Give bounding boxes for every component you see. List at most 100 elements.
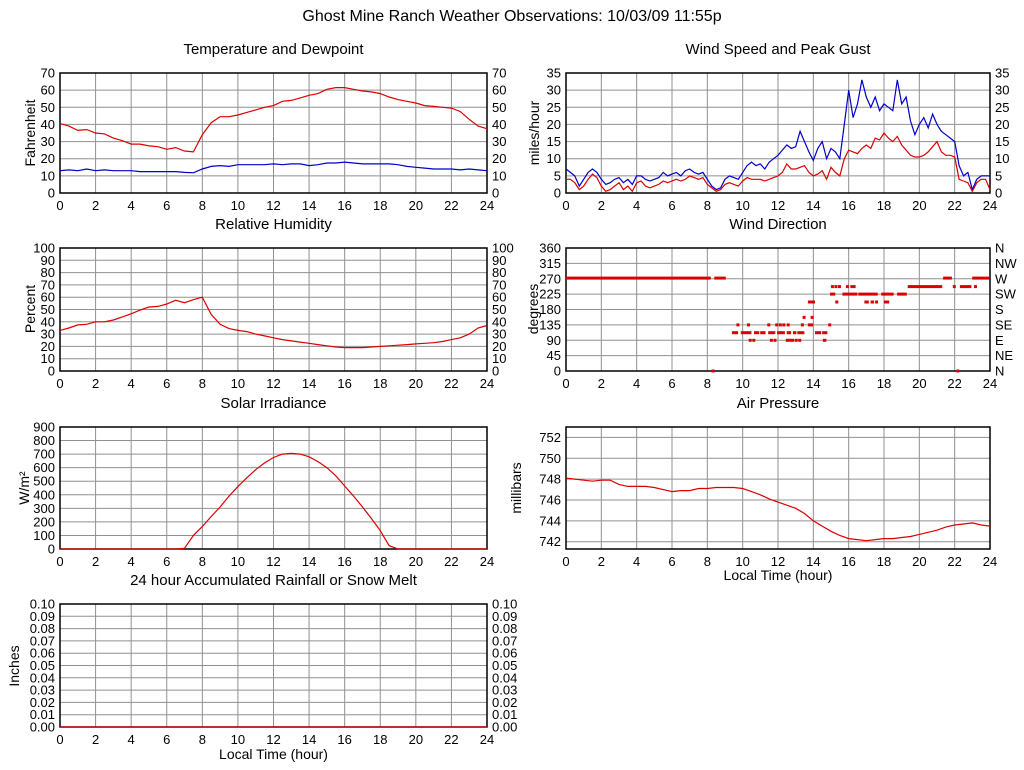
- x-tick-label: 10: [231, 376, 245, 391]
- wind-direction-marker: [830, 292, 836, 296]
- x-tick-label: 2: [92, 376, 99, 391]
- y-tick-label-right: 0: [492, 364, 499, 379]
- y-tick-label-right: 10: [492, 168, 506, 183]
- y-tick-label-right: 20: [995, 117, 1009, 132]
- x-tick-label: 18: [373, 198, 387, 213]
- y-tick-label: 700: [33, 447, 55, 462]
- wind-direction-marker: [875, 300, 879, 304]
- y-tick-label-right: W: [995, 271, 1008, 286]
- x-tick-label: 0: [56, 554, 63, 569]
- wind-direction-marker: [952, 285, 956, 289]
- wind-direction-marker: [754, 331, 760, 335]
- y-tick-label: 20: [41, 339, 55, 354]
- x-tick-label: 8: [704, 554, 711, 569]
- x-tick-label: 10: [231, 554, 245, 569]
- x-tick-label: 22: [444, 732, 458, 747]
- wind-direction-marker: [822, 338, 827, 342]
- y-tick-label-right: 0.07: [492, 633, 517, 648]
- y-tick-label: 0: [554, 186, 561, 201]
- x-tick-label: 0: [56, 732, 63, 747]
- wind-direction-marker: [845, 285, 849, 289]
- y-tick-label: 20: [547, 117, 561, 132]
- wind-direction-marker: [731, 331, 739, 335]
- chart-relative-humidity: Relative Humidity Percent 0 2 4 6 8 10 12 14 16 1…: [0, 214, 527, 414]
- x-tick-label: 12: [771, 198, 785, 213]
- x-tick-label: 12: [771, 376, 785, 391]
- y-tick-label-right: 0.05: [492, 658, 517, 673]
- x-tick-label: 10: [735, 198, 749, 213]
- x-tick-label: 24: [480, 554, 494, 569]
- chart-title: 24 hour Accumulated Rainfall or Snow Mel…: [130, 572, 417, 589]
- x-tick-label: 24: [983, 198, 997, 213]
- y-tick-label: 300: [33, 501, 55, 516]
- y-tick-label-right: 20: [492, 151, 506, 166]
- x-tick-label: 0: [56, 198, 63, 213]
- x-tick-label: 8: [199, 198, 206, 213]
- x-tick-label: 18: [877, 554, 891, 569]
- y-tick-label-right: 60: [492, 290, 506, 305]
- x-tick-label: 6: [668, 376, 675, 391]
- x-tick-label: 2: [92, 732, 99, 747]
- chart-solar-irradiance: Solar Irradiance W/m² 0 2 4 6 8 10 12 14 16 18 20 2…: [0, 393, 527, 593]
- series-temperature: [59, 87, 488, 153]
- wind-direction-marker: [768, 331, 776, 335]
- y-tick-label: 0.04: [30, 670, 55, 685]
- x-tick-label: 12: [266, 198, 280, 213]
- y-tick-label: 70: [41, 66, 55, 81]
- y-tick-label-right: 0.04: [492, 670, 517, 685]
- x-tick-label: 12: [266, 554, 280, 569]
- x-tick-label: 22: [947, 554, 961, 569]
- chart-air-pressure: Air Pressure millibars 0 2 4 6 8 10 12 14 16 18 20…: [506, 393, 1024, 593]
- y-tick-label-right: 90: [492, 253, 506, 268]
- x-tick-label: 24: [983, 376, 997, 391]
- rainfall-plot: 0 2 4 6 8 10 12 14 16 18 20 22 240.00 0.000.01 0.010.0…: [30, 597, 518, 748]
- y-tick-label-right: 70: [492, 277, 506, 292]
- wind-direction-marker: [736, 323, 740, 327]
- wind-direction-marker: [810, 315, 814, 319]
- x-tick-label: 12: [771, 554, 785, 569]
- y-tick-label-right: 0.09: [492, 609, 517, 624]
- x-tick-label: 20: [409, 376, 423, 391]
- x-tick-label: 24: [480, 732, 494, 747]
- wind-direction-marker: [782, 323, 786, 327]
- y-tick-label: 0.09: [30, 609, 55, 624]
- wind-direction-marker: [786, 331, 792, 335]
- y-tick-label: 30: [41, 134, 55, 149]
- y-tick-label-right: 0.03: [492, 683, 517, 698]
- y-tick-label: 752: [539, 430, 561, 445]
- x-tick-label: 22: [444, 198, 458, 213]
- x-tick-label: 8: [199, 554, 206, 569]
- wind-direction-marker: [830, 285, 834, 289]
- wind-direction-marker: [778, 323, 782, 327]
- wind-direction-marker: [881, 292, 894, 296]
- wind-direction-marker: [815, 331, 822, 335]
- chart-wind-direction: Wind Direction degrees 0 2 4 6 8 10 12 14 16 18 20…: [506, 214, 1024, 414]
- x-tick-label: 6: [668, 554, 675, 569]
- series-wind-speed: [566, 131, 991, 193]
- x-tick-label: 16: [337, 376, 351, 391]
- wind-direction-marker: [740, 331, 752, 335]
- y-tick-label: 40: [41, 117, 55, 132]
- x-tick-label: 0: [562, 554, 569, 569]
- wind-direction-marker: [777, 331, 785, 335]
- y-tick-label-right: 35: [995, 66, 1009, 81]
- y-tick-label-right: NW: [995, 256, 1017, 271]
- y-tick-label: 0: [48, 542, 55, 557]
- x-tick-label: 6: [668, 198, 675, 213]
- y-tick-label-right: S: [995, 302, 1004, 317]
- wind-direction-marker: [800, 323, 804, 327]
- x-tick-label: 2: [598, 198, 605, 213]
- x-tick-label: 16: [841, 554, 855, 569]
- y-tick-label: 900: [33, 420, 55, 435]
- y-tick-label: 100: [33, 241, 55, 256]
- y-tick-label-right: 10: [995, 151, 1009, 166]
- x-axis-label: Local Time (hour): [723, 567, 833, 583]
- x-tick-label: 4: [128, 554, 135, 569]
- y-tick-label-right: N: [995, 364, 1004, 379]
- wind-direction-marker: [807, 323, 814, 327]
- y-tick-label: 90: [41, 253, 55, 268]
- x-tick-label: 22: [444, 554, 458, 569]
